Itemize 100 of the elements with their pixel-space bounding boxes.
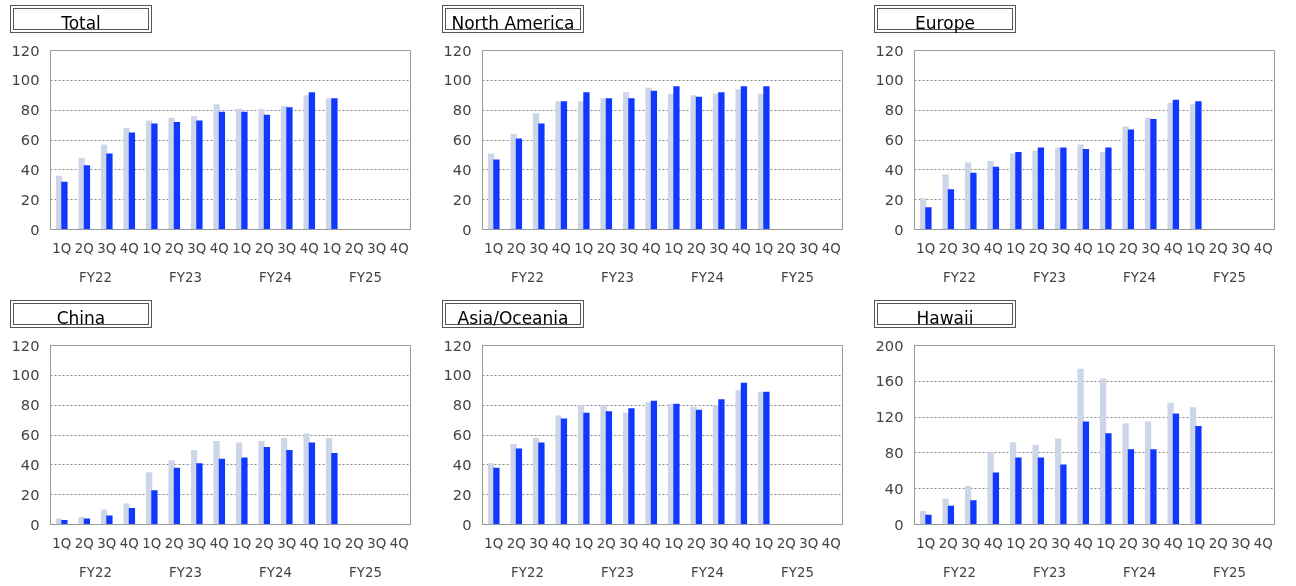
x-tick-label: 1Q (1186, 535, 1206, 551)
y-tick-label: 20 (20, 485, 40, 503)
bar (151, 123, 158, 230)
text: FY22 (943, 564, 976, 580)
x-tick-label: 4Q (1253, 535, 1273, 551)
y-tick-label: 20 (20, 190, 40, 208)
x-tick-label: 4Q (119, 535, 139, 551)
bar (196, 120, 203, 230)
bar (925, 207, 932, 230)
x-tick-label: 1Q (142, 535, 162, 551)
bar (970, 500, 977, 525)
y-tick-label: 80 (884, 101, 904, 119)
x-tick-label: 3Q (529, 535, 549, 551)
bar (1082, 148, 1090, 230)
bar (718, 399, 725, 525)
bar (308, 92, 316, 230)
text: FY24 (691, 269, 724, 285)
y-tick-label: 80 (20, 101, 40, 119)
x-tick-label: 4Q (821, 535, 841, 551)
bar (1015, 151, 1022, 230)
y-tick-label: 20 (884, 190, 904, 208)
x-tick-label: 2Q (344, 535, 364, 551)
text: FY22 (79, 564, 112, 580)
bar (263, 446, 271, 525)
bar (560, 418, 568, 525)
chart-title: North America (451, 12, 575, 35)
x-tick-label: 2Q (596, 535, 616, 551)
text: FY23 (1033, 564, 1066, 580)
bar (650, 90, 658, 230)
x-tick-label: 2Q (1028, 535, 1048, 551)
y-tick-label: 120 (11, 336, 40, 354)
y-tick-label: 100 (875, 71, 904, 89)
y-tick-label: 40 (20, 160, 40, 178)
bar (740, 382, 748, 525)
bar (628, 408, 635, 525)
bar (1037, 147, 1045, 230)
bar (493, 159, 500, 230)
bar (241, 457, 248, 525)
bar (286, 107, 293, 230)
x-tick-label: 2Q (686, 240, 706, 256)
x-tick-label: 4Q (731, 535, 751, 551)
bar (61, 520, 68, 525)
y-tick-label: 120 (11, 41, 40, 59)
chart-title: Hawaii (916, 307, 974, 330)
bar (650, 400, 658, 525)
x-tick-label: 3Q (1231, 240, 1251, 256)
text: FY25 (781, 269, 814, 285)
x-tick-label: 4Q (209, 240, 229, 256)
text: FY25 (349, 269, 382, 285)
bar (673, 403, 680, 525)
chart-title: China (56, 307, 106, 330)
text: FY25 (781, 564, 814, 580)
bar (286, 449, 293, 525)
x-tick-label: 3Q (97, 240, 117, 256)
y-tick-label: 20 (452, 485, 472, 503)
text: FY24 (1123, 564, 1156, 580)
text: FY23 (169, 269, 202, 285)
x-tick-label: 3Q (619, 535, 639, 551)
bar (947, 505, 955, 525)
x-tick-label: 1Q (916, 240, 936, 256)
bar (1150, 119, 1157, 230)
bar (628, 98, 635, 230)
bar (1077, 368, 1084, 525)
bar (128, 132, 136, 230)
bar (1195, 426, 1202, 525)
y-tick-label: 0 (894, 220, 904, 238)
y-tick-label: 120 (875, 41, 904, 59)
x-tick-label: 1Q (484, 240, 504, 256)
y-tick-label: 120 (875, 408, 904, 426)
bar (128, 508, 136, 525)
bar (605, 411, 613, 525)
bar (151, 490, 158, 525)
bar (1037, 457, 1045, 525)
y-tick-label: 80 (452, 101, 472, 119)
y-tick-label: 80 (20, 396, 40, 414)
y-tick-label: 120 (443, 336, 472, 354)
bar (605, 98, 613, 230)
y-tick-label: 60 (452, 131, 472, 148)
y-tick-label: 60 (20, 426, 40, 443)
bar (673, 86, 680, 230)
x-tick-label: 4Q (1073, 240, 1093, 256)
y-tick-label: 40 (452, 455, 472, 473)
x-tick-label: 2Q (938, 535, 958, 551)
text: FY24 (691, 564, 724, 580)
x-tick-label: 2Q (74, 535, 94, 551)
x-tick-label: 3Q (187, 240, 207, 256)
y-tick-label: 0 (462, 515, 472, 533)
bar (925, 514, 932, 525)
bar (1082, 421, 1090, 525)
x-tick-label: 4Q (1163, 240, 1183, 256)
bar (1060, 147, 1067, 230)
y-tick-label: 100 (443, 71, 472, 89)
bar (947, 189, 955, 230)
x-tick-label: 1Q (754, 240, 774, 256)
x-tick-label: 3Q (97, 535, 117, 551)
y-tick-label: 160 (875, 372, 904, 390)
x-tick-label: 1Q (484, 535, 504, 551)
x-tick-label: 1Q (322, 240, 342, 256)
x-tick-label: 4Q (1163, 535, 1183, 551)
bar (560, 101, 568, 230)
